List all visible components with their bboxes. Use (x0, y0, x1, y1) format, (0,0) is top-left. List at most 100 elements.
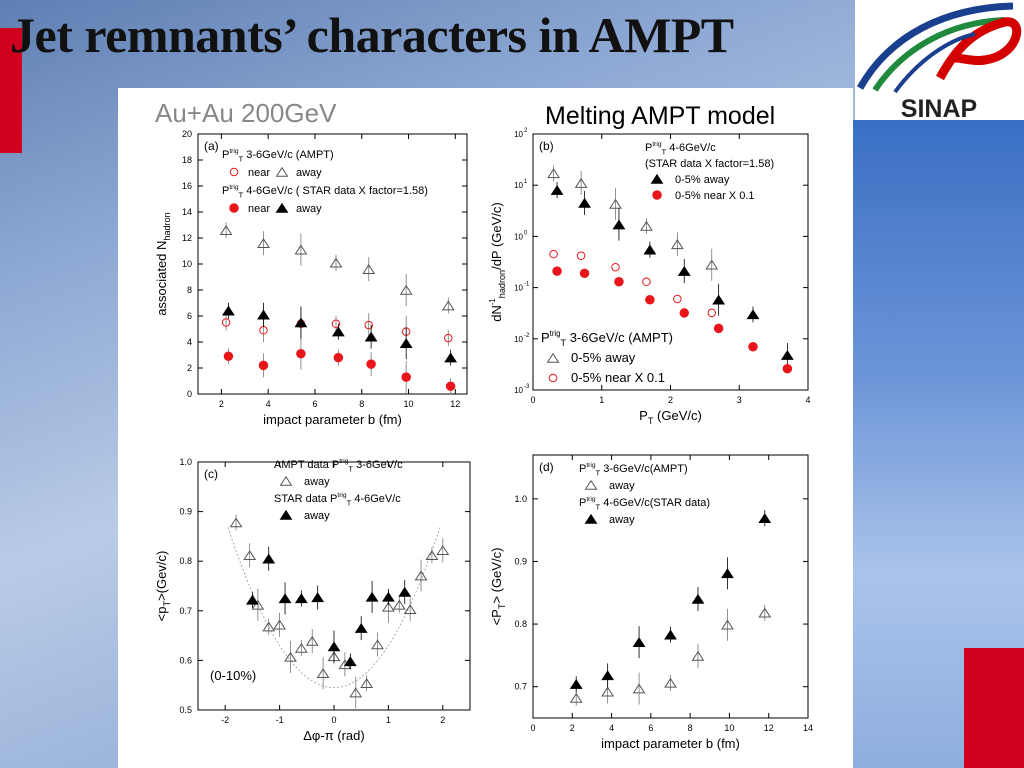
legend-header-part: trig (652, 141, 661, 148)
y-axis-label-part: > (GeV/c) (489, 548, 504, 604)
legend-header-part: T (561, 338, 567, 348)
y-axis-label: dN-1hadron/dP (GeV/c) (488, 202, 507, 322)
legend-header: PtrigT 3-6GeV/c (AMPT) (222, 148, 334, 163)
legend-header-part: 3-6GeV/c(AMPT) (600, 463, 687, 475)
data-point (365, 591, 379, 602)
legend-header-part: T (596, 502, 601, 511)
x-tick-label: -1 (276, 715, 284, 725)
data-point (611, 262, 620, 272)
legend-header: AMPT data PtrigT 3-6GeV/c (274, 458, 403, 473)
y-tick-label: 8 (187, 285, 192, 295)
legend-header-part: P (222, 185, 229, 197)
x-tick-label: 2 (570, 723, 575, 733)
data-point (221, 318, 231, 327)
chart-0: 2 4 6 8 10 12 0 2 4 6 8 10 12 14 16 18 20 (a) impact param… (182, 129, 468, 427)
x-tick-label: 4 (805, 395, 810, 405)
y-tick-label: 1.0 (179, 457, 192, 467)
data-point (664, 629, 677, 640)
data-point (441, 300, 455, 311)
y-tick-label: 0.7 (179, 606, 192, 616)
data-point (691, 650, 705, 661)
data-point (273, 619, 287, 630)
data-point (364, 331, 378, 342)
data-point (601, 670, 615, 681)
data-point (746, 309, 760, 320)
data-point (780, 349, 794, 360)
x-tick-label: 2 (219, 399, 224, 409)
data-point (425, 550, 439, 560)
data-point (552, 266, 562, 276)
legend-marker (279, 475, 293, 486)
data-point (366, 359, 376, 369)
y-tick-label: 0.5 (179, 705, 192, 715)
legend-header: PtrigT 4-6GeV/c(STAR data) (579, 496, 710, 511)
y-axis-label-part: associated N (154, 241, 169, 316)
series-0 (229, 514, 450, 709)
data-point (549, 249, 558, 259)
legend-header-text: AMPT data PtrigT 3-6GeV/c (274, 458, 403, 473)
y-axis-label: <pT>(Gev/c) (154, 551, 172, 622)
legend-text: away (304, 476, 330, 488)
legend-header-part: trig (229, 184, 238, 191)
legend-header-part: P (579, 497, 586, 509)
data-point (329, 257, 343, 268)
y-axis-label-part: hadron (162, 212, 172, 240)
y-axis-label-part: T (162, 600, 172, 606)
data-point (758, 607, 772, 618)
data-point (705, 259, 719, 270)
data-point (576, 251, 586, 260)
data-point (642, 277, 651, 287)
series-1 (219, 222, 455, 314)
series-0 (221, 307, 453, 348)
y-axis-label-part: -1 (488, 298, 497, 305)
data-point (664, 677, 677, 688)
data-point (229, 517, 243, 528)
data-point (609, 198, 622, 209)
legend-marker (279, 509, 293, 520)
series-1 (245, 546, 412, 670)
y-axis-label-text: associated Nhadron (154, 212, 172, 315)
legend-header: PtrigT 3-6GeV/c(AMPT) (579, 462, 688, 477)
y-tick-label: 10 (514, 181, 523, 190)
series-1 (549, 249, 716, 318)
legend-text: 0-5% near X 0.1 (675, 190, 755, 202)
data-point (258, 360, 269, 371)
legend-marker (229, 167, 239, 177)
series-2 (550, 182, 794, 368)
data-point (721, 568, 734, 579)
x-tick-label: 2 (440, 715, 445, 725)
y-axis-label-part: T (497, 603, 507, 609)
data-point (569, 692, 583, 703)
legend-header-text: PtrigT 4-6GeV/c (645, 141, 716, 156)
y-tick-label: 10 (514, 130, 523, 139)
x-axis-label-part: P (639, 408, 648, 423)
figure-panel (118, 88, 853, 768)
legend-header: PtrigT 4-6GeV/c (645, 141, 716, 156)
x-tick-label: 12 (764, 723, 774, 733)
legend-text: (STAR data X factor=1.58) (645, 158, 774, 170)
y-tick-label: 2 (187, 363, 192, 373)
data-point (381, 591, 395, 602)
x-tick-label: 1 (599, 395, 604, 405)
y-tick-exponent: -3 (524, 384, 530, 390)
y-axis-label-part: /dP (GeV/c) (489, 202, 504, 270)
x-tick-label: 4 (266, 399, 271, 409)
legend-marker (584, 513, 598, 524)
data-point (612, 219, 626, 230)
legend-header-part: trig (586, 496, 595, 503)
legend-header-text: PtrigT 3-6GeV/c (AMPT) (541, 329, 673, 348)
data-point (645, 294, 655, 305)
data-point (311, 592, 325, 603)
data-point (758, 513, 772, 523)
y-tick-label: 16 (182, 181, 192, 191)
data-point (221, 305, 235, 316)
data-point (399, 338, 413, 349)
legend-header-part: 3-6GeV/c (353, 459, 403, 471)
y-tick-label: 0.8 (514, 619, 527, 629)
y-tick-exponent: -2 (524, 333, 530, 339)
data-point (392, 599, 406, 610)
legend-marker (546, 352, 560, 363)
x-tick-label: 14 (803, 723, 813, 733)
y-tick-label: 10 (182, 259, 192, 269)
data-point (721, 619, 734, 630)
